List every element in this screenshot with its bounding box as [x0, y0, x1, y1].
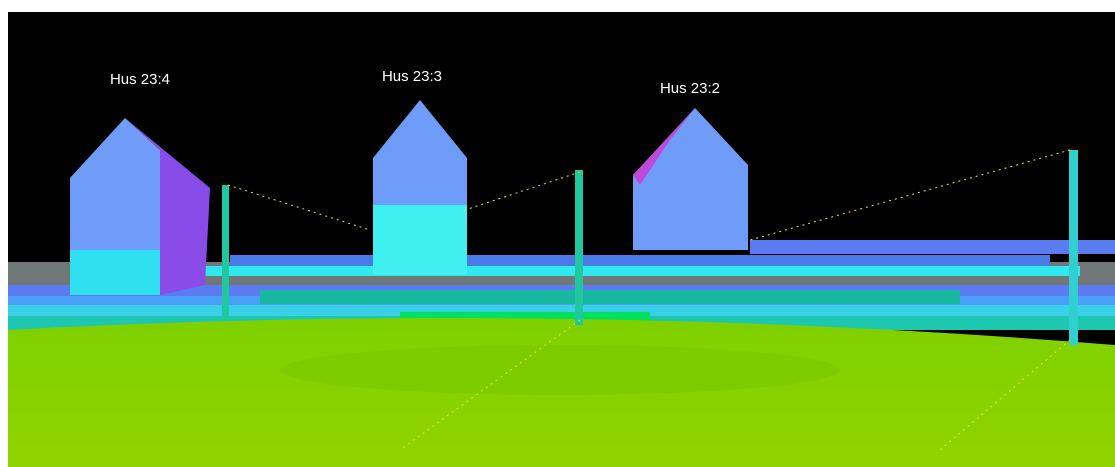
ground-shade	[280, 345, 840, 395]
house-2	[373, 100, 467, 275]
house-1	[70, 118, 210, 295]
house-label: Hus 23:4	[110, 71, 170, 88]
light-rays	[227, 149, 1071, 451]
house-label: Hus 23:3	[382, 68, 442, 85]
house-3	[633, 108, 748, 250]
light-poles	[222, 150, 1078, 345]
house-label: Hus 23:2	[660, 80, 720, 97]
